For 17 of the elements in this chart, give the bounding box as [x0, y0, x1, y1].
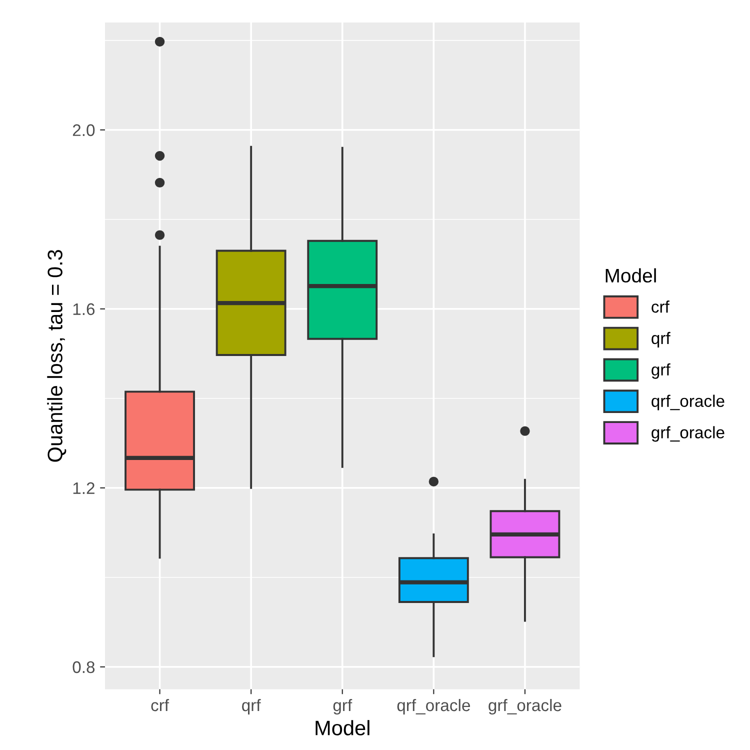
x-tick-label: qrf_oracle	[397, 698, 470, 715]
x-axis-title: Model	[316, 720, 370, 736]
legend-label: qrf	[652, 332, 670, 348]
x-tick-label: grf	[333, 698, 352, 715]
x-tick-label: qrf	[242, 698, 261, 715]
legend-label: grf	[652, 363, 670, 379]
legend-label: grf_oracle	[652, 426, 724, 442]
legend-title: Model	[606, 268, 656, 283]
legend-label: qrf_oracle	[652, 394, 724, 410]
y-axis-title: Quantile loss, tau = 0.3	[47, 250, 66, 462]
x-tick-label: crf	[151, 698, 170, 712]
legend-label: crf	[652, 300, 670, 313]
y-tick-label: 1.6	[73, 303, 95, 316]
x-tick-label: grf_oracle	[488, 698, 562, 715]
y-tick-label: 2.0	[72, 124, 95, 136]
y-tick-label: 1.2	[73, 482, 94, 494]
y-tick-label: 0.8	[72, 661, 95, 674]
